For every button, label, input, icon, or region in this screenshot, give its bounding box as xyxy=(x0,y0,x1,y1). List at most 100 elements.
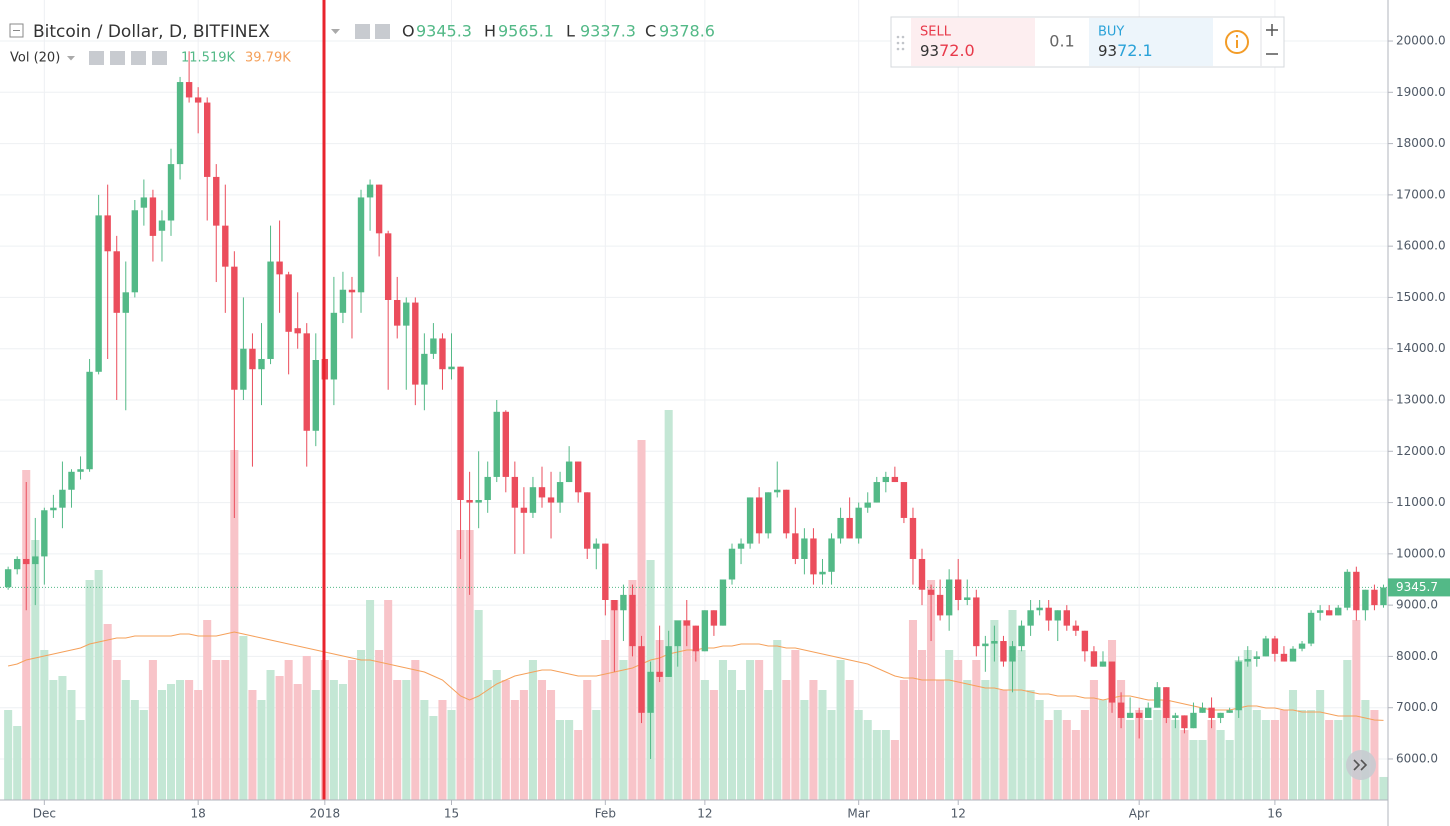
volume-bar xyxy=(664,410,673,800)
y-tick-label: 9000.0 xyxy=(1396,598,1438,612)
info-icon[interactable] xyxy=(1225,30,1249,54)
candle-body xyxy=(493,411,500,477)
candle-body xyxy=(900,482,908,518)
ohlc-key: C xyxy=(645,22,656,41)
candle-body xyxy=(1362,589,1369,611)
candle-body xyxy=(638,646,645,713)
buy-price-head: 93 xyxy=(1098,42,1117,60)
volume-bar xyxy=(1171,720,1180,800)
volume-bar xyxy=(275,676,284,800)
candle-body xyxy=(719,579,727,626)
dropdown-arrow[interactable] xyxy=(67,56,75,61)
candle-body xyxy=(339,289,347,313)
candle-body xyxy=(158,220,166,231)
volume-bar xyxy=(266,670,275,800)
volume-bar xyxy=(420,700,429,800)
volume-bar xyxy=(619,660,628,800)
candle-body xyxy=(403,302,410,326)
volume-bar xyxy=(1198,740,1207,800)
buy-button[interactable] xyxy=(1089,18,1213,66)
volume-bar xyxy=(890,740,899,800)
remove-icon[interactable] xyxy=(152,51,167,65)
volume-bar xyxy=(981,680,990,800)
volume-bar xyxy=(329,680,338,800)
candle-body xyxy=(122,292,129,313)
candle-body xyxy=(692,625,700,652)
volume-bar xyxy=(782,680,791,800)
x-tick-label: Mar xyxy=(847,807,870,821)
volume-bar xyxy=(610,600,619,800)
candle-body xyxy=(1018,625,1025,647)
volume-pane xyxy=(4,410,1388,800)
volume-bar xyxy=(221,660,230,800)
candle-body xyxy=(258,358,265,370)
volume-bar xyxy=(655,640,664,800)
candle-body xyxy=(167,164,175,221)
candle-body xyxy=(837,517,844,539)
candle-body xyxy=(194,97,202,103)
eye-icon[interactable] xyxy=(89,51,104,65)
candle-body xyxy=(647,671,654,713)
candle-body xyxy=(375,184,383,234)
candle-body xyxy=(421,353,428,385)
candle-body xyxy=(538,487,546,498)
scroll-realtime-button[interactable] xyxy=(1346,750,1376,780)
zoom-in-button[interactable] xyxy=(1266,24,1278,36)
candle-body xyxy=(1199,707,1206,713)
candle-body xyxy=(1117,702,1125,718)
y-tick-label: 15000.0 xyxy=(1396,290,1446,304)
volume-bar xyxy=(501,680,510,800)
candle-body xyxy=(945,579,953,616)
volume-bar xyxy=(1153,710,1162,800)
candle-body xyxy=(1081,630,1089,652)
volume-bar xyxy=(800,700,809,800)
axes: 6000.0 7000.0 8000.0 9000.0 10000.0 11000.0 12… xyxy=(33,34,1450,821)
candle-body xyxy=(602,543,609,600)
buy-label: BUY xyxy=(1098,25,1124,40)
volume-bar xyxy=(474,610,483,800)
volume-bar xyxy=(990,620,999,800)
y-tick-label: 19000.0 xyxy=(1396,85,1446,99)
y-tick-label: 14000.0 xyxy=(1396,341,1446,355)
volume-bar xyxy=(863,720,872,800)
volume-bar xyxy=(1352,620,1361,800)
candle-body xyxy=(1217,712,1224,718)
candle-body xyxy=(1280,653,1288,662)
candle-body xyxy=(565,461,573,483)
volume-bar xyxy=(1343,660,1352,800)
eye-icon[interactable] xyxy=(355,24,370,39)
sell-button[interactable] xyxy=(911,18,1035,66)
volume-bar xyxy=(1053,710,1062,800)
volume-bar xyxy=(1225,740,1234,800)
volume-bar xyxy=(854,710,863,800)
volume-bar xyxy=(528,660,537,800)
candle-body xyxy=(846,517,853,539)
candle-body xyxy=(1316,610,1324,613)
candle-body xyxy=(991,641,998,644)
volume-bar xyxy=(248,690,257,800)
candle-body xyxy=(746,497,754,544)
candle-body xyxy=(1090,651,1098,667)
quantity[interactable]: 0.1 xyxy=(1049,32,1074,51)
candle-body xyxy=(1335,607,1342,616)
volume-bar xyxy=(447,710,456,800)
collapse-icon[interactable] xyxy=(9,23,24,38)
sell-label: SELL xyxy=(920,25,952,40)
settings-icon[interactable] xyxy=(375,24,390,39)
candle-body xyxy=(1108,661,1116,703)
candle-body xyxy=(502,411,509,477)
candle-body xyxy=(891,476,899,483)
settings-icon[interactable] xyxy=(110,51,125,65)
volume-bar xyxy=(85,580,94,800)
add-icon[interactable] xyxy=(131,51,146,65)
volume-bar xyxy=(284,660,293,800)
volume-bar xyxy=(682,620,691,800)
candle-body xyxy=(783,489,790,534)
candle-body xyxy=(294,328,301,334)
candle-body xyxy=(1009,646,1016,662)
volume-bar xyxy=(1207,720,1216,800)
ohlc-value: 9565.1 xyxy=(498,22,554,41)
volume-bar xyxy=(936,680,945,800)
volume-bar xyxy=(1261,720,1270,800)
dropdown-arrow[interactable] xyxy=(331,29,340,34)
